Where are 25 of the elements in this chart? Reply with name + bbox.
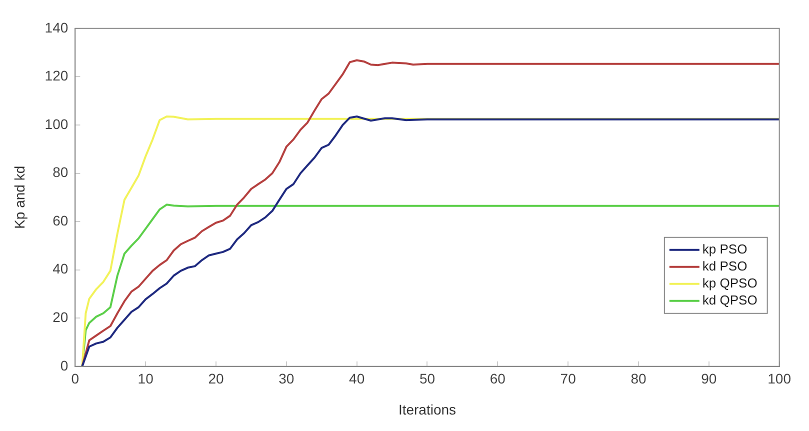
x-tick-label: 90	[701, 370, 717, 387]
y-tick-label: 80	[52, 164, 68, 180]
x-tick-label: 60	[490, 370, 506, 387]
x-tick-label: 20	[208, 370, 224, 387]
y-tick-label: 100	[44, 116, 68, 132]
y-tick-label: 60	[52, 212, 68, 228]
x-tick-label: 50	[419, 370, 436, 387]
y-axis-title: Kp and kd	[11, 166, 28, 229]
legend-label: kp QPSO	[702, 275, 758, 290]
x-axis-title: Iterations	[398, 401, 456, 418]
x-tick-label: 30	[278, 370, 294, 387]
y-tick-label: 40	[52, 260, 68, 277]
x-tick-label: 10	[138, 370, 154, 387]
x-tick-label: 40	[349, 370, 365, 387]
x-tick-label: 100	[768, 370, 792, 387]
legend-label: kp PSO	[702, 241, 748, 256]
y-tick-label: 20	[52, 308, 68, 325]
y-tick-label: 120	[44, 68, 68, 84]
x-tick-label: 70	[560, 370, 576, 387]
y-tick-label: 140	[44, 19, 68, 36]
x-tick-label: 0	[71, 370, 80, 387]
legend-label: kd QPSO	[702, 292, 758, 308]
legend-label: kd PSO	[702, 258, 748, 274]
x-tick-label: 80	[630, 370, 646, 387]
y-tick-label: 0	[60, 357, 68, 374]
